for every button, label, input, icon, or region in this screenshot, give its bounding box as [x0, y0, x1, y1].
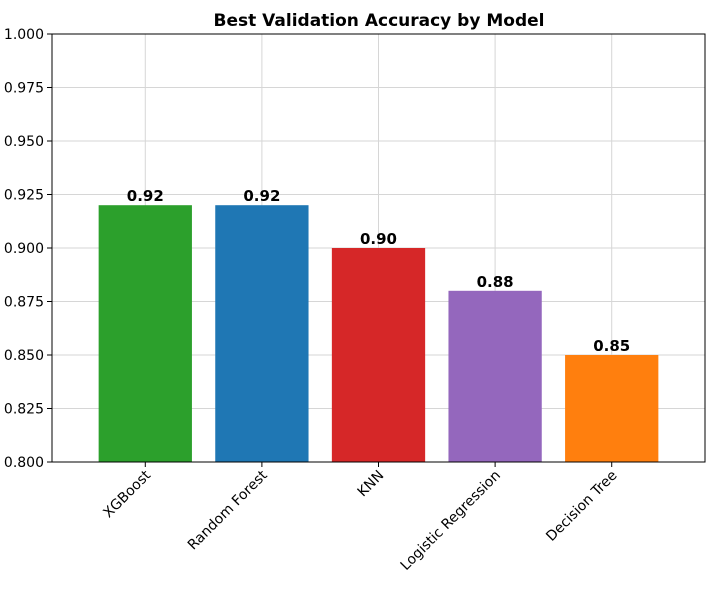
- x-tick-label: XGBoost: [100, 467, 154, 521]
- x-tick-label: Logistic Regression: [398, 468, 504, 574]
- x-tick-label: Decision Tree: [543, 468, 620, 545]
- bar-value-label: 0.92: [127, 187, 164, 205]
- bar-knn: [331, 248, 426, 462]
- y-tick-label: 0.850: [4, 348, 44, 364]
- y-tick-label: 0.950: [4, 134, 44, 150]
- y-tick-label: 0.900: [4, 241, 44, 257]
- y-axis: 0.800 0.825 0.850 0.875 0.900 0.925 0.950 0.975…: [4, 27, 52, 471]
- bar-value-label: 0.92: [243, 187, 280, 205]
- bar-random-forest: [215, 205, 309, 462]
- x-axis: XGBoost Random Forest KNN Logistic Regressi…: [100, 462, 621, 574]
- y-tick-label: 0.925: [4, 188, 44, 204]
- bar-logistic-regression: [448, 290, 542, 462]
- y-tick-label: 0.800: [4, 455, 44, 471]
- bar-value-label: 0.88: [477, 273, 514, 291]
- y-tick-label: 1.000: [4, 27, 44, 43]
- x-tick-label: KNN: [355, 468, 388, 501]
- bar-value-label: 0.85: [593, 337, 630, 355]
- chart-title: Best Validation Accuracy by Model: [214, 11, 545, 31]
- bar-labels: 0.92 0.92 0.90 0.88 0.85: [127, 187, 630, 355]
- bar-decision-tree: [565, 355, 659, 462]
- y-tick-label: 0.875: [4, 295, 44, 311]
- bars: [98, 205, 659, 462]
- bar-xgboost: [98, 205, 192, 462]
- bar-value-label: 0.90: [360, 230, 397, 248]
- x-tick-label: Random Forest: [185, 467, 271, 553]
- y-tick-label: 0.975: [4, 81, 44, 97]
- y-tick-label: 0.825: [4, 402, 44, 418]
